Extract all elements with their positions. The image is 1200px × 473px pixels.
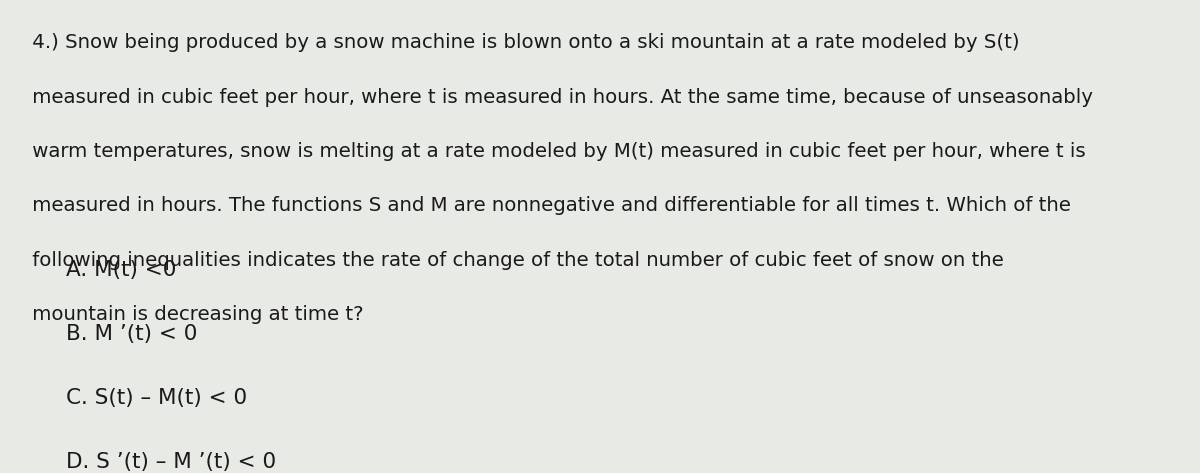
Text: B. M ’(t) < 0: B. M ’(t) < 0 — [66, 324, 197, 344]
Text: following inequalities indicates the rate of change of the total number of cubic: following inequalities indicates the rat… — [26, 251, 1004, 270]
Text: D. S ’(t) – M ’(t) < 0: D. S ’(t) – M ’(t) < 0 — [66, 452, 276, 472]
Text: measured in cubic feet per hour, where t is measured in hours. At the same time,: measured in cubic feet per hour, where t… — [26, 88, 1093, 106]
Text: measured in hours. The functions S and M are nonnegative and differentiable for : measured in hours. The functions S and M… — [26, 196, 1072, 215]
Text: C. S(t) – M(t) < 0: C. S(t) – M(t) < 0 — [66, 388, 247, 408]
Text: 4.) Snow being produced by a snow machine is blown onto a ski mountain at a rate: 4.) Snow being produced by a snow machin… — [26, 33, 1020, 52]
Text: mountain is decreasing at time t?: mountain is decreasing at time t? — [26, 305, 364, 324]
Text: A. M(t) <0: A. M(t) <0 — [66, 260, 176, 280]
Text: warm temperatures, snow is melting at a rate modeled by M(t) measured in cubic f: warm temperatures, snow is melting at a … — [26, 142, 1086, 161]
